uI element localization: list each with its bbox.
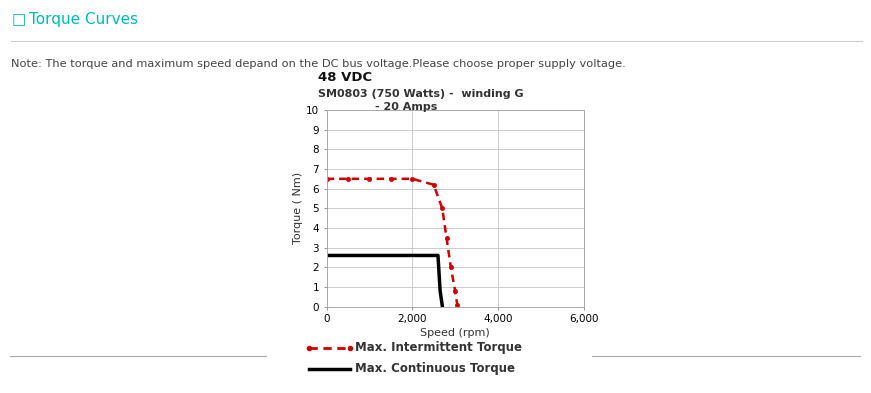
Text: Note: The torque and maximum speed depand on the DC bus voltage.Please choose pr: Note: The torque and maximum speed depan… [11, 59, 626, 69]
Text: - 20 Amps: - 20 Amps [375, 102, 437, 112]
Text: □: □ [11, 12, 26, 27]
X-axis label: Speed (rpm): Speed (rpm) [420, 328, 490, 338]
Text: Max. Continuous Torque: Max. Continuous Torque [355, 362, 516, 375]
Text: Max. Intermittent Torque: Max. Intermittent Torque [355, 341, 523, 354]
Y-axis label: Torque ( Nm): Torque ( Nm) [293, 172, 303, 244]
Text: Torque Curves: Torque Curves [29, 12, 138, 27]
Text: 48 VDC: 48 VDC [318, 72, 372, 84]
Text: SM0803 (750 Watts) -  winding G: SM0803 (750 Watts) - winding G [318, 89, 523, 99]
